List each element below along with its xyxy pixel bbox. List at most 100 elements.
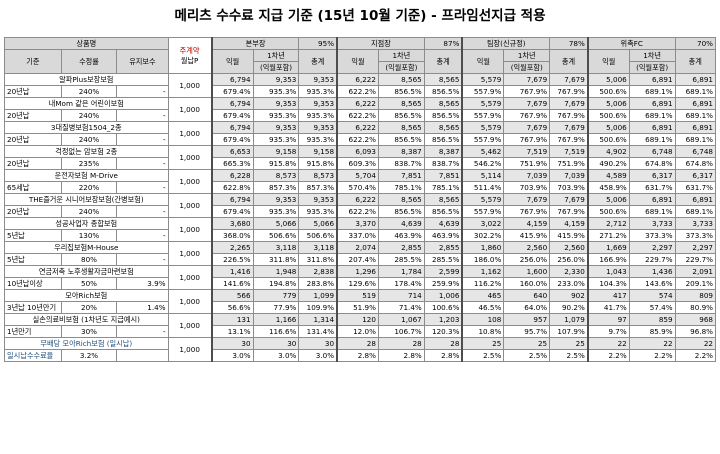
product-name-text: 내Mom 같은 어린이보험 <box>48 98 124 108</box>
commission-percent: 51.9% <box>336 301 379 314</box>
fee-rate: 80% <box>60 253 118 266</box>
commission-percent: 856.5% <box>423 205 463 218</box>
commission-amount: 5,462 <box>461 145 505 158</box>
commission-percent: 689.1% <box>628 205 676 218</box>
col-first-year: 1차년 <box>252 49 300 62</box>
product-name: 무배당 모아Rich보험 (일시납) <box>4 337 169 350</box>
product-name-text: 성공사업자 종합보험 <box>55 218 118 228</box>
product-row-rates: 일시납수수료율 3.2% 3.0% 3.0% 3.0% 2.8% 2.8% 2.8% 2.5% 2… <box>4 349 717 362</box>
commission-percent: 160.0% <box>503 277 551 290</box>
commission-amount: 1,436 <box>628 265 676 278</box>
payment-term: 65세납 <box>4 181 62 194</box>
fee-rate: 240% <box>60 85 118 98</box>
commission-amount: 5,579 <box>461 97 505 110</box>
commission-percent: 500.6% <box>586 205 630 218</box>
product-name: 모아Rich보험 <box>4 289 169 302</box>
commission-amount: 4,639 <box>423 217 463 230</box>
commission-amount: 108 <box>461 313 505 326</box>
commission-percent: 679.4% <box>210 109 254 122</box>
product-name: 내Mom 같은 어린이보험 <box>4 97 169 110</box>
commission-percent: 109.9% <box>298 301 338 314</box>
col-total: 총계 <box>298 49 338 74</box>
payment-term: 5년납 <box>4 253 62 266</box>
product-row-amounts: 무배당 모아Rich보험 (일시납) 1,000 30 30 30 28 28 28 25 25 2… <box>4 337 717 362</box>
commission-percent: 767.9% <box>549 85 589 98</box>
commission-amount: 6,891 <box>674 73 717 86</box>
commission-percent: 767.9% <box>503 205 551 218</box>
commission-percent: 41.7% <box>586 301 630 314</box>
product-name-suffix: (일시납) <box>106 338 133 348</box>
product-row-amounts: 연금저축 노후생활자금마련보험 1,000 1,416 1,948 2,838 1,296… <box>4 265 717 290</box>
product-row-rates: 5년납 80% -226.5% 311.8% 311.8% 207.4% 285.5% 285… <box>4 253 717 266</box>
commission-amount: 5,579 <box>461 193 505 206</box>
commission-amount: 131 <box>210 313 254 326</box>
commission-amount: 28 <box>377 337 425 350</box>
commission-amount: 1,314 <box>298 313 338 326</box>
maintenance-rate: - <box>116 205 169 218</box>
group-1-pct: 87% <box>423 37 463 50</box>
maintenance-rate: 3.9% <box>116 277 169 290</box>
commission-percent: 116.6% <box>252 325 300 338</box>
commission-percent: 46.5% <box>461 301 505 314</box>
commission-percent: 935.3% <box>252 109 300 122</box>
product-name: 성공사업자 종합보험 <box>4 217 169 230</box>
commission-amount: 5,006 <box>586 193 630 206</box>
col-first-year-note: (익월포함) <box>628 61 676 74</box>
payment-term: 20년납 <box>4 157 62 170</box>
product-row-amounts: THE즐거운 시니어보장보험(간병보험) 1,000 6,794 9,353 9,353… <box>4 193 717 218</box>
commission-percent: 368.0% <box>210 229 254 242</box>
commission-percent: 186.0% <box>461 253 505 266</box>
maintenance-rate: - <box>116 253 169 266</box>
premium-cell: 1,000 <box>167 313 213 338</box>
commission-percent: 838.7% <box>377 157 425 170</box>
commission-percent: 104.3% <box>586 277 630 290</box>
payment-term: 5년납 <box>4 229 62 242</box>
commission-percent: 751.9% <box>549 157 589 170</box>
commission-percent: 856.5% <box>377 85 425 98</box>
commission-table: 상품명 주계약 월납P 본부장 95% 지점장 87% 팀장(신규정) 78% … <box>4 37 717 362</box>
commission-amount: 1,079 <box>549 313 589 326</box>
fee-rate: 240% <box>60 205 118 218</box>
commission-amount: 6,794 <box>210 73 254 86</box>
commission-percent: 689.1% <box>674 133 717 146</box>
base-header: 기준 <box>4 49 62 74</box>
commission-amount: 5,579 <box>461 73 505 86</box>
product-row-rates: 20년납 235% -665.3% 915.8% 915.8% 609.3% 838.7% 8… <box>4 157 717 170</box>
commission-amount: 3,733 <box>628 217 676 230</box>
commission-amount: 8,565 <box>423 73 463 86</box>
commission-amount: 2,330 <box>549 265 589 278</box>
commission-percent: 64.0% <box>503 301 551 314</box>
commission-percent: 557.9% <box>461 109 505 122</box>
commission-amount: 6,228 <box>210 169 254 182</box>
commission-amount: 6,891 <box>674 121 717 134</box>
payment-term: 20년납 <box>4 205 62 218</box>
product-row-rates: 5년납 130% -368.0% 506.6% 506.6% 337.0% 463.9% 46… <box>4 229 717 242</box>
product-row-amounts: 알파Plus보장보험 1,000 6,794 9,353 9,353 6,222 8,565… <box>4 73 717 98</box>
commission-amount: 9,158 <box>298 145 338 158</box>
commission-amount: 6,891 <box>628 97 676 110</box>
commission-percent: 935.3% <box>298 133 338 146</box>
commission-percent: 194.8% <box>252 277 300 290</box>
commission-amount: 3,680 <box>210 217 254 230</box>
commission-amount: 2,599 <box>423 265 463 278</box>
commission-amount: 5,579 <box>461 121 505 134</box>
premium-header-bottom: 월납P <box>180 55 199 65</box>
fee-rate: 240% <box>60 133 118 146</box>
commission-percent: 463.9% <box>423 229 463 242</box>
commission-amount: 6,093 <box>336 145 379 158</box>
maintenance-header: 유지보수 <box>116 49 169 74</box>
commission-percent: 751.9% <box>503 157 551 170</box>
commission-amount: 1,948 <box>252 265 300 278</box>
commission-percent: 80.9% <box>674 301 717 314</box>
commission-amount: 5,066 <box>298 217 338 230</box>
commission-amount: 2,074 <box>336 241 379 254</box>
commission-amount: 417 <box>586 289 630 302</box>
product-row-rates: 10년납이상 50% 3.9% 141.6% 194.8% 283.8% 129.6% 178… <box>4 277 717 290</box>
commission-percent: 679.4% <box>210 205 254 218</box>
table-body: 알파Plus보장보험 1,000 6,794 9,353 9,353 6,222 8,565… <box>4 73 717 362</box>
commission-amount: 7,679 <box>549 121 589 134</box>
commission-amount: 1,784 <box>377 265 425 278</box>
group-0-pct: 95% <box>298 37 338 50</box>
product-row-rates: 20년납 240% -679.4% 935.3% 935.3% 622.2% 856.5% 8… <box>4 85 717 98</box>
commission-percent: 71.4% <box>377 301 425 314</box>
